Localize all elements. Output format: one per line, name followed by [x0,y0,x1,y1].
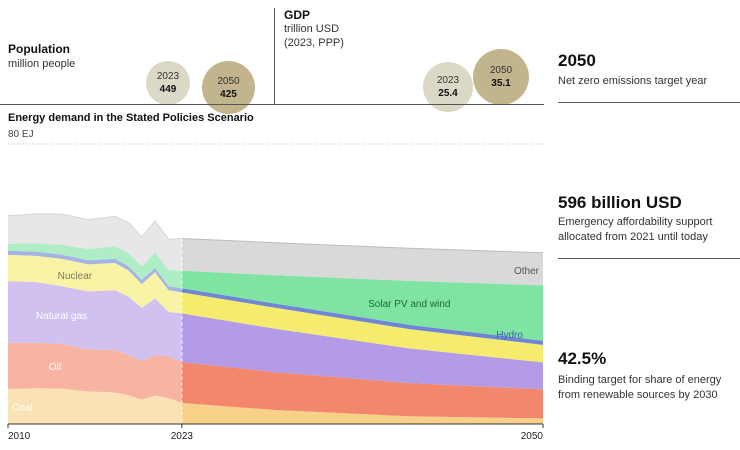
stat-0-value: 2050 [558,51,596,70]
area-solar-pv-and-wind [8,243,543,341]
chart-title: Energy demand in the Stated Policies Sce… [8,112,254,124]
gdp-bubble-2050: 2050 35.1 [473,49,529,105]
gdp-bubble-2023-value: 25.4 [438,88,458,99]
population-bubble-2023-year: 2023 [156,71,180,82]
header-divider [274,8,275,104]
area-oil [8,342,543,419]
header-bottom-rule [0,104,544,105]
stat-1-label-line-1: Emergency affordability support [558,216,713,228]
label-oil: Oil [49,362,61,373]
population-bubble-2050: 2050 425 [202,61,255,114]
stat-2-value: 42.5% [558,349,607,368]
stat-2-label-line-1: Binding target for share of energy [558,374,722,386]
gdp-bubble-2050-value: 35.1 [491,78,511,89]
area-other [8,214,543,286]
area-nuclear [8,254,543,363]
stat-1-value: 596 billion USD [558,193,682,212]
stat-0-rule [558,102,740,103]
stat-1-label-line-2: allocated from 2021 until today [558,231,708,243]
label-hydro: Hydro [496,330,523,341]
x-tick-label-2023: 2023 [171,431,194,442]
area-hydro [8,250,543,345]
area-coal [8,388,543,424]
stat-1-rule [558,258,740,259]
gdp-title: GDP [284,8,311,22]
label-natural-gas: Natural gas [36,311,87,322]
total-outline [7,213,544,254]
label-other: Other [514,266,540,277]
label-nuclear: Nuclear [58,271,93,282]
stat-2-label-line-2: from renewable sources by 2030 [558,389,718,401]
gdp-basis: (2023, PPP) [284,37,344,49]
population-bubble-2050-year: 2050 [217,75,240,87]
population-title: Population [8,42,70,56]
x-tick-label-2010: 2010 [8,431,31,442]
gdp-unit: trillion USD [284,23,340,35]
gdp-bubble-2023: 2023 25.4 [423,62,473,112]
gdp-bubble-2050-year: 2050 [489,65,513,76]
gdp-bubble-2023-year: 2023 [436,75,460,86]
stat-0-label: Net zero emissions target year [558,75,708,87]
historical-shading [8,144,182,424]
population-bubble-2050-value: 425 [220,88,237,100]
label-solar-pv-and-wind: Solar PV and wind [368,299,450,310]
population-unit: million people [8,58,76,70]
x-tick-label-2050: 2050 [521,431,544,442]
area-natural-gas [8,281,543,390]
label-coal: Coal [12,402,33,413]
population-bubble-2023-value: 449 [159,84,177,95]
chart-ylabel: 80 EJ [8,129,34,140]
population-bubble-2023: 2023 449 [146,61,190,105]
